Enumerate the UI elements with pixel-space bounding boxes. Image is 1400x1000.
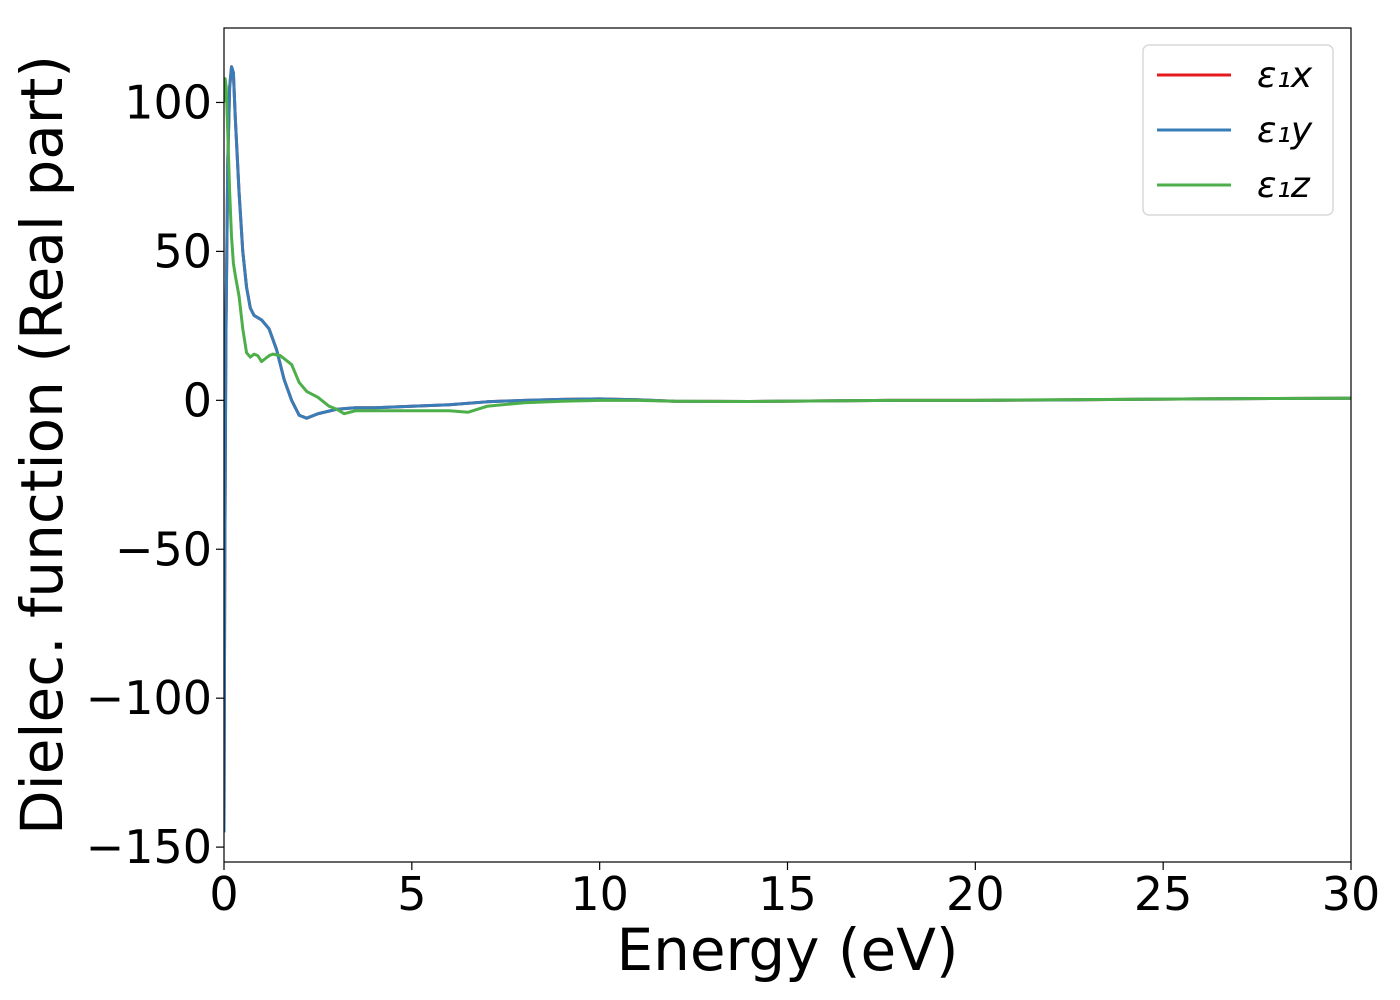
x-tick-label: 20 <box>946 867 1005 921</box>
x-tick-label: 5 <box>397 867 426 921</box>
x-tick-label: 30 <box>1322 867 1381 921</box>
x-tick-label: 15 <box>758 867 817 921</box>
x-axis-label: Energy (eV) <box>616 916 958 984</box>
legend: ε₁x ε₁y ε₁z <box>1142 44 1334 216</box>
y-tick-label: 0 <box>183 373 212 427</box>
y-tick-label: −50 <box>115 522 212 576</box>
legend-label: ε₁z <box>1257 165 1311 206</box>
y-tick-label: −100 <box>86 671 212 725</box>
legend-label: ε₁x <box>1257 55 1313 96</box>
y-tick-label: 100 <box>124 75 212 129</box>
x-tick-label: 0 <box>209 867 238 921</box>
series-layer <box>224 65 1351 833</box>
y-axis-label: Dielec. function (Real part) <box>8 55 76 835</box>
x-tick-label: 10 <box>570 867 629 921</box>
series-line-2 <box>224 77 1351 416</box>
ticks-layer: 0 5 10 15 20 25 30 −150 −100 −50 0 50 100 <box>86 75 1381 921</box>
legend-box <box>1142 44 1334 216</box>
legend-label: ε₁y <box>1257 110 1313 151</box>
x-tick-label: 25 <box>1134 867 1193 921</box>
y-tick-label: −150 <box>86 820 212 874</box>
y-tick-label: 50 <box>153 224 212 278</box>
